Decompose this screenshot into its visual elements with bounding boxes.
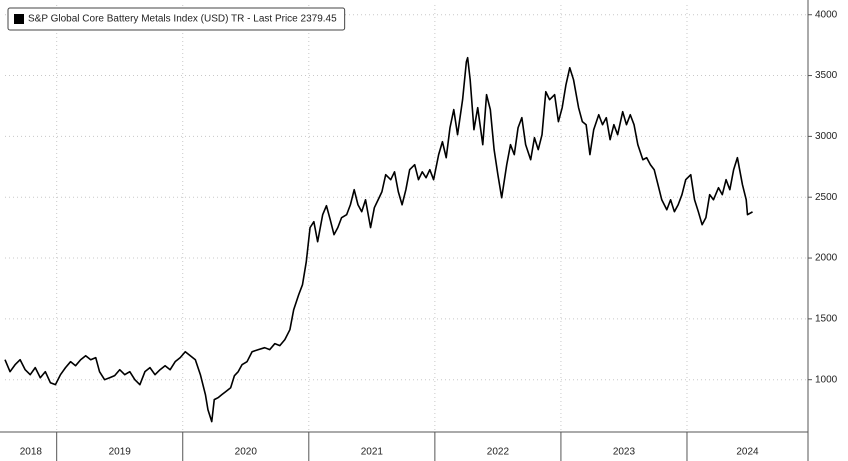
x-tick-label: 2023: [613, 447, 636, 458]
x-tick-label: 2018: [20, 447, 43, 458]
legend-swatch: [14, 14, 24, 24]
y-tick-label: 3500: [815, 70, 838, 81]
legend: S&P Global Core Battery Metals Index (US…: [7, 7, 346, 31]
y-tick-label: 3000: [815, 131, 838, 142]
x-tick-label: 2022: [487, 447, 510, 458]
y-tick-label: 2500: [815, 192, 838, 203]
y-tick-label: 4000: [815, 9, 838, 20]
series-line: [4, 56, 753, 423]
x-tick-label: 2024: [736, 447, 759, 458]
y-tick-label: 1500: [815, 314, 838, 325]
plot: [4, 56, 753, 423]
x-tick-label: 2021: [361, 447, 384, 458]
y-tick-label: 1000: [815, 374, 838, 385]
legend-box: [7, 7, 346, 31]
y-tick-label: 2000: [815, 253, 838, 264]
legend-label: S&P Global Core Battery Metals Index (US…: [28, 14, 337, 25]
x-tick-label: 2020: [235, 447, 258, 458]
x-tick-label: 2019: [109, 447, 132, 458]
